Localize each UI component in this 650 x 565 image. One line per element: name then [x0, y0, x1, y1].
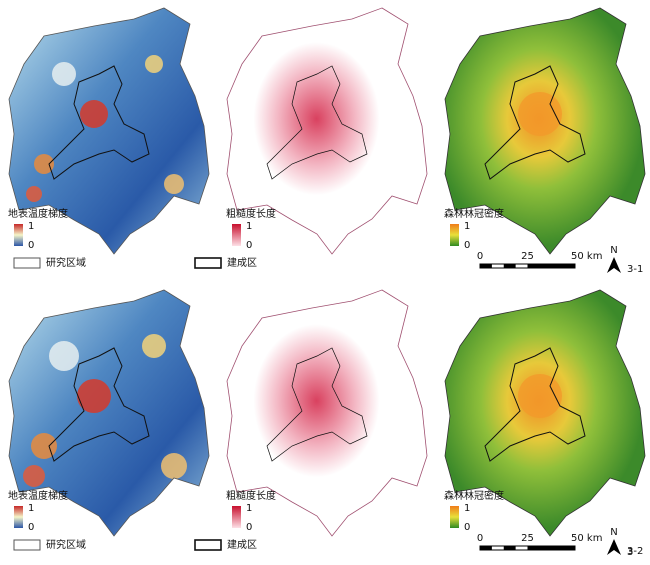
scale-bar-segment — [480, 264, 492, 268]
legend-max: 1 — [246, 503, 252, 514]
map-panel — [226, 289, 428, 537]
legend-min: 0 — [28, 522, 34, 533]
north-arrow — [607, 539, 621, 555]
legend-title: 粗糙度长度 — [226, 207, 276, 220]
study-area-label: 研究区域 — [46, 256, 86, 269]
built-up-swatch — [194, 539, 222, 551]
footer-label: 3 — [627, 547, 633, 558]
scale-tick-label: 50 km — [571, 251, 602, 262]
legend-max: 1 — [464, 503, 470, 514]
legend-max: 1 — [246, 221, 252, 232]
hotspot — [26, 186, 42, 202]
hotspot — [164, 174, 184, 194]
map-raster — [445, 8, 645, 254]
study-area-label: 研究区域 — [46, 538, 86, 551]
hotspot — [145, 55, 163, 73]
hotspot — [77, 379, 111, 413]
scale-bar-segment — [480, 546, 492, 550]
legend-colorbar — [232, 506, 241, 528]
urban-core — [518, 92, 562, 136]
scale-bar-segment — [503, 264, 516, 268]
north-arrow — [607, 257, 621, 273]
legend-max: 1 — [464, 221, 470, 232]
map-raster — [227, 290, 427, 536]
raster-fill — [9, 8, 209, 254]
raster-fill — [227, 290, 427, 536]
legend-colorbar — [14, 506, 23, 528]
map-panel — [444, 289, 646, 537]
raster-fill — [227, 8, 427, 254]
map-panel — [444, 7, 646, 255]
map-panel — [8, 7, 210, 255]
hotspot — [161, 453, 187, 479]
hotspot — [49, 341, 79, 371]
study-area-swatch — [13, 257, 41, 269]
map-raster — [227, 8, 427, 254]
legend-min: 0 — [28, 240, 34, 251]
hotspot — [52, 62, 76, 86]
legend-min: 0 — [246, 522, 252, 533]
urban-core — [518, 374, 562, 418]
legend-colorbar — [14, 224, 23, 246]
legend-colorbar — [450, 224, 459, 246]
map-raster — [9, 8, 209, 254]
legend-title: 森林林冠密度 — [444, 489, 504, 502]
study-area-swatch — [13, 539, 41, 551]
legend-max: 1 — [28, 221, 34, 232]
scale-bar-segment — [503, 546, 516, 550]
map-panel — [226, 7, 428, 255]
scale-tick-label: 25 — [521, 251, 534, 262]
hotspot — [80, 100, 108, 128]
legend-min: 0 — [464, 522, 470, 533]
scale-bar-segment — [527, 264, 575, 268]
scale-tick-label: 0 — [477, 251, 483, 262]
raster-fill — [9, 290, 209, 536]
hotspot — [31, 433, 57, 459]
legend-title: 粗糙度长度 — [226, 489, 276, 502]
legend-min: 0 — [246, 240, 252, 251]
scale-bar-segment — [527, 546, 575, 550]
scale-tick-label: 25 — [521, 533, 534, 544]
map-raster — [9, 290, 209, 536]
built-up-swatch — [194, 257, 222, 269]
legend-title: 地表温度梯度 — [8, 207, 68, 220]
hotspot — [23, 465, 45, 487]
map-panel — [8, 289, 210, 537]
legend-colorbar — [450, 506, 459, 528]
legend-max: 1 — [28, 503, 34, 514]
hotspot — [142, 334, 166, 358]
north-label: N — [610, 527, 617, 538]
scale-tick-label: 0 — [477, 533, 483, 544]
hotspot — [34, 154, 54, 174]
legend-colorbar — [232, 224, 241, 246]
map-raster — [445, 290, 645, 536]
figure-label: 3-1 — [627, 264, 643, 275]
legend-min: 0 — [464, 240, 470, 251]
scale-tick-label: 50 km — [571, 533, 602, 544]
built-up-label: 建成区 — [227, 256, 257, 269]
figure-label: 3-2 — [627, 546, 643, 557]
legend-title: 地表温度梯度 — [8, 489, 68, 502]
legend-title: 森林林冠密度 — [444, 207, 504, 220]
north-label: N — [610, 245, 617, 256]
built-up-label: 建成区 — [227, 538, 257, 551]
